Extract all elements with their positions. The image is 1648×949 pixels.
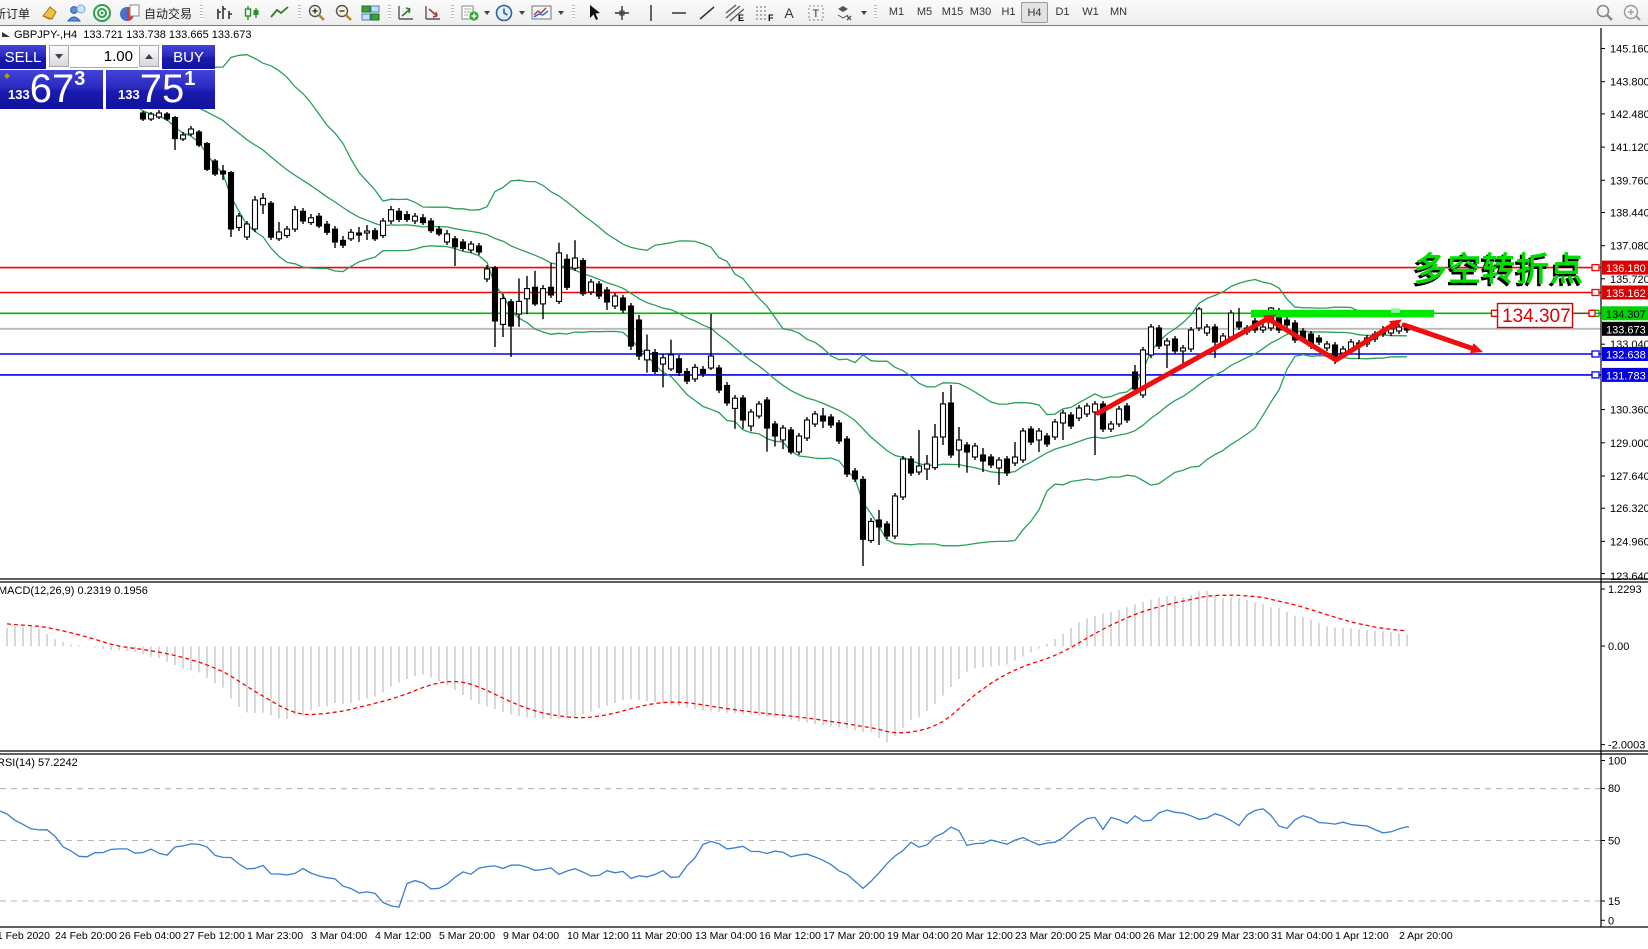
svg-text:MACD(12,26,9) 0.2319 0.1956: MACD(12,26,9) 0.2319 0.1956 [0, 585, 148, 597]
svg-text:E: E [738, 13, 744, 23]
svg-text:19 Mar 04:00: 19 Mar 04:00 [887, 930, 949, 942]
svg-text:26 Mar 12:00: 26 Mar 12:00 [1143, 930, 1205, 942]
svg-text:21 Feb 2020: 21 Feb 2020 [0, 930, 50, 942]
svg-text:15: 15 [1608, 896, 1620, 908]
svg-text:2 Apr 20:00: 2 Apr 20:00 [1399, 930, 1453, 942]
svg-text:123.640: 123.640 [1610, 571, 1648, 583]
svg-text:23 Mar 20:00: 23 Mar 20:00 [1015, 930, 1077, 942]
svg-text:3 Mar 04:00: 3 Mar 04:00 [311, 930, 367, 942]
svg-text:0.00: 0.00 [1608, 641, 1629, 653]
svg-text:137.080: 137.080 [1610, 241, 1648, 253]
svg-text:25 Mar 04:00: 25 Mar 04:00 [1079, 930, 1141, 942]
svg-text:134.307: 134.307 [1502, 306, 1571, 327]
svg-text:135.720: 135.720 [1610, 274, 1648, 286]
svg-text:138.440: 138.440 [1610, 208, 1648, 220]
svg-text:134.307: 134.307 [1606, 309, 1646, 321]
svg-text:11 Mar 20:00: 11 Mar 20:00 [631, 930, 692, 942]
svg-text:20 Mar 12:00: 20 Mar 12:00 [951, 930, 1013, 942]
svg-text:17 Mar 20:00: 17 Mar 20:00 [823, 930, 885, 942]
svg-text:16 Mar 12:00: 16 Mar 12:00 [759, 930, 821, 942]
svg-text:31 Mar 04:00: 31 Mar 04:00 [1271, 930, 1333, 942]
svg-text:131.783: 131.783 [1606, 370, 1646, 382]
svg-text:139.760: 139.760 [1610, 175, 1648, 187]
svg-text:129.000: 129.000 [1610, 438, 1648, 450]
svg-text:1 Mar 23:00: 1 Mar 23:00 [247, 930, 303, 942]
svg-text:135.162: 135.162 [1606, 288, 1646, 300]
svg-text:132.638: 132.638 [1606, 350, 1646, 362]
svg-text:1 Apr 12:00: 1 Apr 12:00 [1335, 930, 1389, 942]
svg-text:80: 80 [1608, 783, 1620, 795]
svg-text:10 Mar 12:00: 10 Mar 12:00 [567, 930, 629, 942]
svg-text:29 Mar 23:00: 29 Mar 23:00 [1207, 930, 1269, 942]
svg-text:13 Mar 04:00: 13 Mar 04:00 [695, 930, 757, 942]
svg-text:1.2293: 1.2293 [1608, 584, 1642, 596]
svg-text:0: 0 [1608, 915, 1614, 927]
svg-text:F: F [768, 13, 774, 23]
svg-text:142.480: 142.480 [1610, 109, 1648, 121]
svg-text:T: T [813, 8, 820, 20]
svg-text:136.180: 136.180 [1606, 263, 1646, 275]
svg-text:5 Mar 20:00: 5 Mar 20:00 [439, 930, 495, 942]
svg-text:145.160: 145.160 [1610, 44, 1648, 56]
svg-text:RSI(14) 57.2242: RSI(14) 57.2242 [0, 757, 78, 769]
svg-text:26 Feb 04:00: 26 Feb 04:00 [119, 930, 181, 942]
svg-text:9 Mar 04:00: 9 Mar 04:00 [503, 930, 559, 942]
svg-text:124.960: 124.960 [1610, 536, 1648, 548]
svg-text:多空转折点: 多空转折点 [1414, 251, 1584, 288]
svg-text:133.673: 133.673 [1606, 324, 1646, 336]
svg-text:141.120: 141.120 [1610, 142, 1648, 154]
svg-text:4 Mar 12:00: 4 Mar 12:00 [375, 930, 431, 942]
svg-text:-2.0003: -2.0003 [1608, 740, 1645, 752]
svg-text:24 Feb 20:00: 24 Feb 20:00 [55, 930, 117, 942]
svg-text:127.640: 127.640 [1610, 471, 1648, 483]
svg-text:126.320: 126.320 [1610, 503, 1648, 515]
svg-text:多空转折点: 多空转折点 [1412, 253, 1582, 290]
svg-text:27 Feb 12:00: 27 Feb 12:00 [183, 930, 245, 942]
svg-text:100: 100 [1608, 756, 1626, 768]
svg-text:50: 50 [1608, 836, 1620, 848]
svg-text:130.360: 130.360 [1610, 405, 1648, 417]
svg-text:143.800: 143.800 [1610, 77, 1648, 89]
